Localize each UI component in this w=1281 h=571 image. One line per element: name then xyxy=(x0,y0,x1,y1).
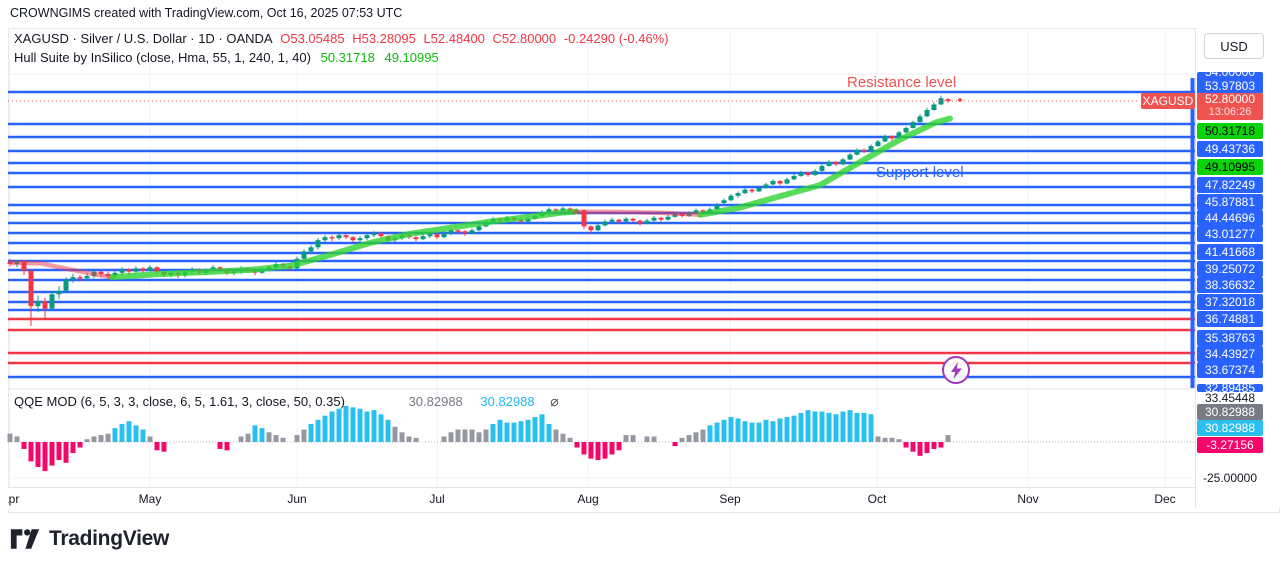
chart-container[interactable] xyxy=(8,28,1280,513)
price-label: 36.74881 xyxy=(1197,311,1263,327)
price-label: 39.25072 xyxy=(1197,261,1263,277)
symbol-title: XAGUSD · Silver / U.S. Dollar · 1D · OAN… xyxy=(14,31,273,46)
ohlc-low: L52.48400 xyxy=(423,31,485,46)
hidden-values-icon[interactable]: ⌀ xyxy=(550,393,559,409)
month-label: May xyxy=(138,492,162,506)
qqe-value-gray: 30.82988 xyxy=(408,394,463,409)
price-label: 33.67374 xyxy=(1197,362,1263,378)
current-price-symbol-tag: XAGUSD xyxy=(1141,93,1195,109)
price-label: 54.00000 xyxy=(1197,72,1263,81)
ohlc-change: -0.24290 (-0.46%) xyxy=(563,31,669,46)
hull-value-1: 50.31718 xyxy=(320,50,375,65)
price-label: 47.82249 xyxy=(1197,177,1263,193)
month-label: Jun xyxy=(287,492,307,506)
price-label: 30.82988 xyxy=(1197,420,1263,436)
price-label: 32.89485 xyxy=(1197,384,1263,392)
currency-label: USD xyxy=(1220,38,1248,54)
resistance-level-annotation: Resistance level xyxy=(847,74,957,91)
month-label: Dec xyxy=(1154,492,1176,506)
tradingview-logo-text: TradingView xyxy=(49,527,170,550)
price-scale-axis[interactable]: 54.00000 53.97803 52.80000 13:06:26 50.31718… xyxy=(1195,28,1281,508)
month-label: Oct xyxy=(867,492,887,506)
month-label: Nov xyxy=(1017,492,1039,506)
hull-suite-legend[interactable]: Hull Suite by InSilico (close, Hma, 55, … xyxy=(14,50,439,65)
price-label: 35.38763 xyxy=(1197,330,1263,346)
month-label: Apr xyxy=(8,492,20,506)
price-label: 34.43927 xyxy=(1197,346,1263,362)
month-label: Jul xyxy=(429,492,445,506)
price-label: 49.10995 xyxy=(1197,159,1263,175)
ohlc-close: C52.80000 xyxy=(492,31,557,46)
price-label: 49.43736 xyxy=(1197,141,1263,157)
lightning-icon[interactable] xyxy=(942,356,970,384)
ohlc-open: O53.05485 xyxy=(280,31,345,46)
price-label: 45.87881 xyxy=(1197,194,1263,210)
price-label: -3.27156 xyxy=(1197,437,1263,453)
lightning-glyph xyxy=(950,361,962,379)
ohlc-high: H53.28095 xyxy=(352,31,416,46)
hull-value-2: 49.10995 xyxy=(384,50,439,65)
tradingview-logo-icon xyxy=(10,529,40,549)
price-label: 52.80000 13:06:26 xyxy=(1197,92,1263,120)
price-label: 43.01277 xyxy=(1197,226,1263,242)
price-label: 41.41668 xyxy=(1197,244,1263,260)
qqe-value-blue: 30.82988 xyxy=(480,394,535,409)
watermark-attribution: CROWNGIMS created with TradingView.com, … xyxy=(10,6,403,20)
month-label: Sep xyxy=(719,492,741,506)
price-label: 50.31718 xyxy=(1197,123,1263,139)
price-label: 53.97803 xyxy=(1197,78,1263,94)
time-axis[interactable]: Apr May Jun Jul Aug Sep Oct Nov Dec xyxy=(8,487,1195,509)
price-label: -25.00000 xyxy=(1202,470,1258,485)
price-label: 44.44696 xyxy=(1197,210,1263,226)
price-label: 37.32018 xyxy=(1197,294,1263,310)
price-label: 38.36632 xyxy=(1197,277,1263,293)
currency-toggle-button[interactable]: USD xyxy=(1204,33,1264,59)
month-label: Aug xyxy=(577,492,599,506)
support-level-annotation: Support level xyxy=(876,164,964,181)
qqe-title: QQE MOD (6, 5, 3, 3, close, 6, 5, 1.61, … xyxy=(14,394,345,409)
price-label: 33.45448 xyxy=(1204,390,1256,405)
symbol-tag-text: XAGUSD xyxy=(1142,94,1194,108)
tradingview-logo[interactable]: TradingView xyxy=(10,526,169,552)
price-label: 30.82988 xyxy=(1197,404,1263,420)
symbol-legend[interactable]: XAGUSD · Silver / U.S. Dollar · 1D · OAN… xyxy=(14,31,673,46)
hull-title: Hull Suite by InSilico (close, Hma, 55, … xyxy=(14,50,311,65)
qqe-mod-legend[interactable]: QQE MOD (6, 5, 3, 3, close, 6, 5, 1.61, … xyxy=(14,393,559,410)
